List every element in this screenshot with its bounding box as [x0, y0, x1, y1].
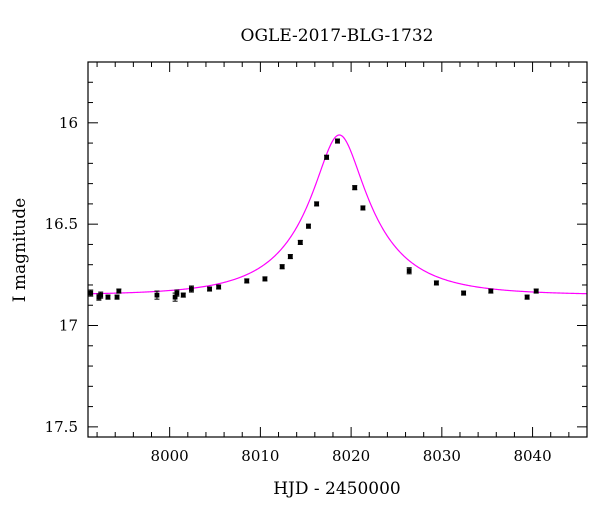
data-point [433, 280, 439, 286]
data-point [262, 276, 268, 282]
data-point [533, 288, 539, 294]
x-axis-label: HJD - 2450000 [273, 479, 401, 499]
x-tick-label: 8010 [241, 447, 279, 465]
data-point [174, 290, 180, 296]
data-point [314, 201, 320, 207]
y-tick-label: 16.5 [45, 215, 78, 233]
data-point-group [98, 291, 104, 299]
data-point-group [174, 289, 180, 297]
data-point-group [287, 254, 293, 260]
data-point-group [180, 292, 186, 298]
data-point-group [262, 276, 268, 282]
data-point-group [360, 205, 366, 211]
data-point-group [461, 290, 467, 296]
y-tick-label: 16 [59, 114, 78, 132]
data-point-group [188, 285, 194, 293]
data-point-group [352, 185, 358, 191]
data-point [306, 223, 311, 229]
x-tick-label: 8000 [151, 447, 189, 465]
chart-title: OGLE-2017-BLG-1732 [241, 26, 434, 46]
data-point-group [279, 264, 285, 270]
data-point [189, 286, 194, 292]
y-axis-tick-labels: 16 16.5 17 17.5 [45, 114, 78, 436]
plot-area [87, 134, 588, 302]
data-point-group [297, 239, 303, 245]
data-point [207, 286, 212, 292]
data-point [297, 240, 303, 245]
data-point-group [216, 284, 222, 290]
data-point [360, 205, 366, 211]
data-point [154, 292, 160, 298]
data-point [335, 138, 340, 144]
data-point-group [533, 288, 539, 294]
data-point-group [114, 294, 120, 300]
data-point-group [244, 278, 250, 284]
y-axis-label: I magnitude [10, 198, 30, 302]
data-point [287, 254, 293, 259]
data-point [406, 268, 412, 274]
data-point [172, 294, 178, 300]
data-point [461, 290, 467, 296]
data-point [324, 154, 330, 160]
data-point [98, 292, 104, 298]
data-point [216, 284, 222, 290]
data-point [279, 264, 285, 270]
model-curve [87, 134, 588, 295]
x-tick-label: 8020 [332, 447, 370, 465]
data-point [88, 290, 94, 296]
data-point-group [305, 223, 311, 229]
x-axis-tick-labels: 8000 8010 8020 8030 8040 [151, 447, 552, 465]
data-point [524, 294, 530, 300]
data-point-group [116, 288, 122, 294]
y-tick-label: 17.5 [45, 418, 78, 436]
data-point [105, 294, 111, 300]
data-point [352, 185, 358, 191]
data-point [244, 278, 250, 284]
data-point-group [406, 267, 412, 275]
data-point-group [105, 294, 111, 300]
data-point [488, 288, 494, 294]
data-point [180, 292, 186, 298]
data-point-group [88, 289, 94, 297]
data-point-group [324, 154, 330, 160]
data-point-group [207, 286, 213, 292]
data-point [116, 288, 122, 294]
data-point-group [154, 290, 160, 300]
x-tick-label: 8030 [423, 447, 461, 465]
x-tick-label: 8040 [513, 447, 551, 465]
data-point-group [488, 288, 494, 294]
y-axis-ticks [88, 61, 587, 428]
data-point-group [314, 201, 320, 207]
data-point-group [335, 138, 340, 144]
y-tick-label: 17 [59, 317, 78, 335]
data-point [114, 294, 120, 300]
axis-frame [87, 61, 588, 438]
data-point-group [524, 294, 530, 300]
x-axis-ticks [96, 62, 588, 437]
data-point-group [433, 280, 439, 286]
